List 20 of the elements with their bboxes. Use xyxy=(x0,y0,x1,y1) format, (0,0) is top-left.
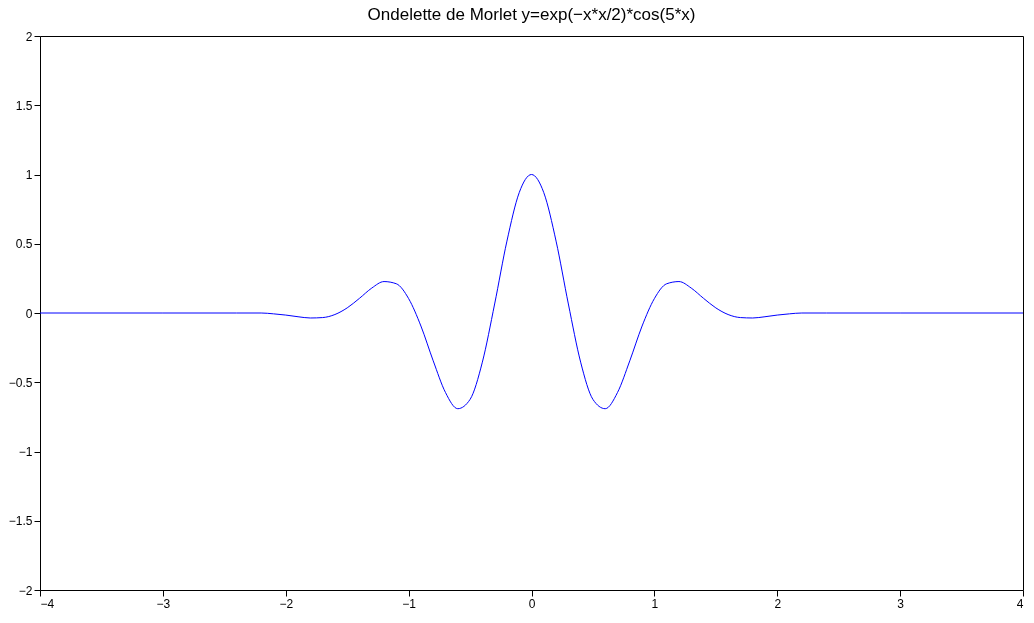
x-tick-label: −2 xyxy=(279,596,294,611)
x-tick-label: −4 xyxy=(40,596,55,611)
line-series xyxy=(39,174,1024,410)
y-tick-label: −2 xyxy=(18,583,33,598)
x-tick-label: −1 xyxy=(402,596,417,611)
y-tick-label: 0 xyxy=(25,306,33,321)
x-tick-label: 3 xyxy=(897,596,905,611)
x-tick-label: 1 xyxy=(651,596,659,611)
y-tick-label: 0.5 xyxy=(15,237,33,252)
chart-title: Ondelette de Morlet y=exp(−x*x/2)*cos(5*x) xyxy=(367,5,696,24)
x-tick-label: 0 xyxy=(528,596,536,611)
y-tick-label: 2 xyxy=(25,29,33,44)
y-tick-label: 1.5 xyxy=(15,98,33,113)
y-tick-label: 1 xyxy=(25,168,33,182)
x-tick-label: −3 xyxy=(156,596,171,611)
y-tick-label: −1 xyxy=(18,445,33,459)
x-tick-label: 2 xyxy=(774,596,782,611)
y-tick-label: −1.5 xyxy=(8,514,33,529)
y-tick-label: −0.5 xyxy=(8,375,33,390)
x-tick-label: 4 xyxy=(1016,596,1024,611)
